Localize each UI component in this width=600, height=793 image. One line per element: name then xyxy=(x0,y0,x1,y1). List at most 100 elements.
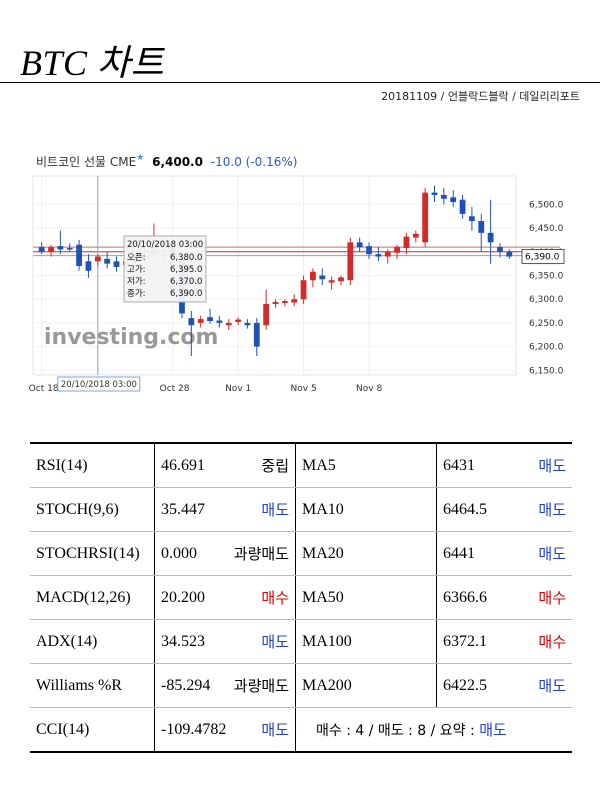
candle-body xyxy=(272,302,279,304)
indicator-table: RSI(14) 46.691 중립 MA5 6431 매도 STOCH(9,6) 35.447… xyxy=(30,442,572,753)
tooltip-date: 20/10/2018 03:00 xyxy=(127,240,203,250)
indicator-value: 20.200 xyxy=(161,588,205,606)
candle-body xyxy=(487,232,494,243)
ma-value: 6366.6 xyxy=(443,588,487,606)
candle-body xyxy=(431,192,438,195)
indicator-value: -109.4782 xyxy=(161,720,227,738)
current-price: 6,400.0 xyxy=(152,155,203,169)
indicator-value: 0.000 xyxy=(161,544,197,562)
tooltip-row-value: 6,390.0 xyxy=(170,289,202,299)
candle-body xyxy=(66,248,73,250)
x-tick-label: Nov 8 xyxy=(356,384,382,394)
indicator-signal: 매도 xyxy=(261,721,289,739)
ohlc-tooltip xyxy=(123,235,207,303)
table-row: MACD(12,26) 20.200 매수 MA50 6366.6 매수 xyxy=(30,575,572,620)
candle-body xyxy=(328,280,335,283)
candle-body xyxy=(319,275,326,280)
ma-name: MA50 xyxy=(295,575,437,620)
ma-value: 6372.1 xyxy=(443,632,487,650)
table-row: RSI(14) 46.691 중립 MA5 6431 매도 xyxy=(30,442,572,488)
title-divider xyxy=(0,82,600,83)
tooltip-row-label: 종가: xyxy=(127,289,146,299)
summary-counts: 매수 : 4 / 매도 : 8 / 요약 : xyxy=(316,723,480,739)
candle-body xyxy=(244,322,251,326)
candle-body xyxy=(366,246,372,255)
ma-name: MA10 xyxy=(295,487,437,532)
candle-body xyxy=(291,299,298,303)
candle-body xyxy=(57,246,64,250)
indicator-signal: 매도 xyxy=(261,633,289,651)
y-tick-label: 6,450.0 xyxy=(529,224,564,234)
tooltip-row-label: 고가: xyxy=(127,265,146,275)
indicator-signal: 매수 xyxy=(261,589,289,607)
ma-signal: 매도 xyxy=(538,457,566,475)
investing-watermark: investing.com xyxy=(44,325,218,350)
y-tick-label: 6,350.0 xyxy=(529,272,564,282)
ma-value: 6464.5 xyxy=(443,500,487,518)
crosshair-date-box xyxy=(57,376,141,392)
crosshair-date-label: 20/10/2018 03:00 xyxy=(61,380,137,390)
candle-body xyxy=(412,233,419,238)
indicator-signal: 중립 xyxy=(261,457,289,475)
candle-body xyxy=(38,247,45,252)
x-tick-label: Oct 18 xyxy=(29,384,59,394)
report-byline: 20181109 / 언블락드블락 / 데일리리포트 xyxy=(381,90,580,103)
candlestick-chart[interactable]: 6,500.06,450.06,400.06,350.06,300.06,250… xyxy=(0,170,600,400)
candle-body xyxy=(300,280,307,300)
indicator-name: MACD(12,26) xyxy=(30,575,155,620)
indicator-signal: 과량매도 xyxy=(233,677,289,695)
candle-body xyxy=(469,216,475,222)
candle-body xyxy=(253,322,260,347)
candle-body xyxy=(48,247,54,252)
indicator-value: 46.691 xyxy=(161,456,205,474)
instrument-name: 비트코인 선물 CME xyxy=(36,155,137,169)
indicator-name: ADX(14) xyxy=(30,619,155,664)
y-tick-label: 6,500.0 xyxy=(529,200,564,210)
candle-body xyxy=(188,318,195,326)
tooltip-row-value: 6,370.0 xyxy=(170,277,202,287)
candle-body xyxy=(263,303,270,326)
candle-body xyxy=(506,251,513,257)
candle-body xyxy=(310,271,316,281)
ma-signal: 매수 xyxy=(538,633,566,651)
candle-body xyxy=(235,319,241,322)
ma-name: MA200 xyxy=(295,663,437,708)
table-row: STOCHRSI(14) 0.000 과량매도 MA20 6441 매도 xyxy=(30,531,572,576)
current-price-box xyxy=(521,249,565,265)
candle-body xyxy=(197,319,204,323)
indicator-value: 34.523 xyxy=(161,632,205,650)
ma-value: 6422.5 xyxy=(443,676,487,694)
candle-body xyxy=(113,261,120,267)
star-icon[interactable]: ★ xyxy=(136,153,145,163)
candle-body xyxy=(356,242,363,248)
indicator-name: CCI(14) xyxy=(30,707,155,753)
tooltip-row-label: 저가: xyxy=(127,277,146,287)
candle-body xyxy=(384,251,391,257)
candle-body xyxy=(403,236,410,249)
indicator-value: 35.447 xyxy=(161,500,205,518)
candle-body xyxy=(85,261,92,271)
y-tick-label: 6,200.0 xyxy=(529,343,564,353)
indicator-name: RSI(14) xyxy=(30,442,155,488)
candle-body xyxy=(281,301,288,303)
candle-body xyxy=(104,258,111,264)
candle-body xyxy=(347,242,354,281)
ma-signal: 매도 xyxy=(538,501,566,519)
ma-signal: 매도 xyxy=(538,545,566,563)
signal-summary: 매수 : 4 / 매도 : 8 / 요약 : 매도 xyxy=(295,707,572,753)
candle-body xyxy=(76,244,82,267)
candle-body xyxy=(216,320,223,323)
y-tick-label: 6,250.0 xyxy=(529,319,564,329)
indicator-name: STOCHRSI(14) xyxy=(30,531,155,576)
candle-body xyxy=(440,194,447,199)
table-row: Williams %R -85.294 과량매도 MA200 6422.5 매도 xyxy=(30,663,572,708)
x-tick-label: Nov 5 xyxy=(291,384,317,394)
ma-name: MA100 xyxy=(295,619,437,664)
chart-header: 비트코인 선물 CME★ 6,400.0 -10.0 (-0.16%) xyxy=(36,153,297,170)
ma-value: 6431 xyxy=(443,456,475,474)
candle-body xyxy=(497,247,503,252)
table-row: STOCH(9,6) 35.447 매도 MA10 6464.5 매도 xyxy=(30,487,572,532)
ma-name: MA5 xyxy=(295,442,437,488)
price-change: -10.0 (-0.16%) xyxy=(210,155,298,169)
y-tick-label: 6,300.0 xyxy=(529,295,564,305)
